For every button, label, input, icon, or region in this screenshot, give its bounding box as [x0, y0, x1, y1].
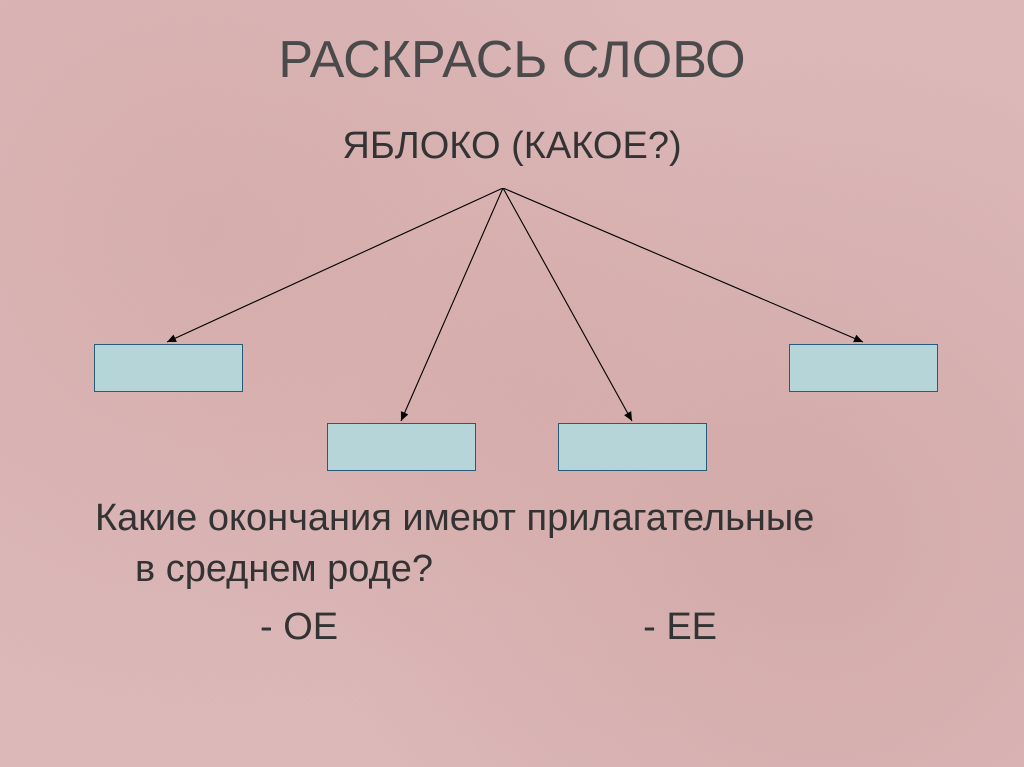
arrow-head-3	[624, 411, 632, 421]
diagram-box-3	[558, 423, 707, 471]
slide-subtitle: ЯБЛОКО (КАКОЕ?)	[55, 125, 969, 168]
slide-title: РАСКРАСЬ СЛОВО	[55, 30, 969, 90]
arrow-line-4	[503, 188, 863, 342]
question-line-1: Какие окончания имеют прилагательные	[55, 493, 969, 544]
arrow-line-3	[503, 188, 632, 421]
answers-row: - ОЕ - ЕЕ	[55, 606, 969, 649]
diagram-box-4	[789, 344, 938, 392]
diagram-area	[55, 188, 969, 483]
question-line-2: в среднем роде?	[55, 544, 969, 595]
arrows-svg	[55, 188, 969, 483]
diagram-box-2	[327, 423, 476, 471]
arrow-line-2	[401, 188, 503, 421]
arrow-line-1	[167, 188, 503, 342]
answer-option-2: - ЕЕ	[643, 606, 717, 649]
question-text: Какие окончания имеют прилагательные в с…	[55, 493, 969, 596]
answer-option-1: - ОЕ	[260, 606, 338, 649]
diagram-box-1	[94, 344, 243, 392]
slide-container: РАСКРАСЬ СЛОВО ЯБЛОКО (КАКОЕ?) Какие око…	[0, 0, 1024, 767]
